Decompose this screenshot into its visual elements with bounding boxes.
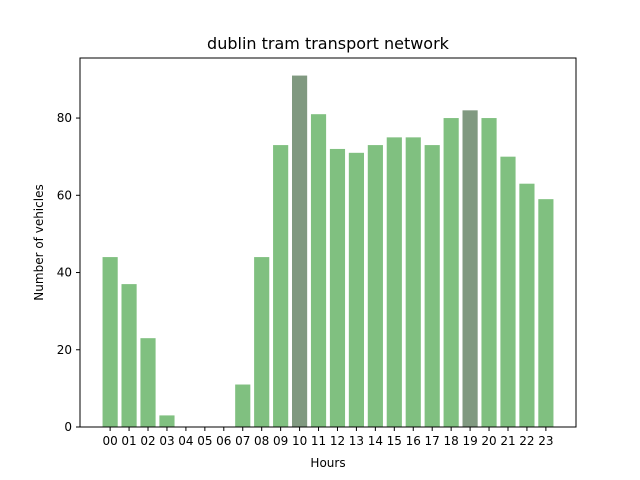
x-tick-label: 05	[197, 434, 212, 448]
x-axis-ticks: 00 01 02 03 04 05 06 07 08 09 10 11 12 13 14 15 16 17 18 19…	[102, 427, 554, 448]
bar-09	[273, 145, 289, 427]
x-tick-label: 19	[462, 434, 477, 448]
bar-16	[405, 137, 421, 428]
bar-20	[481, 118, 497, 428]
bar-01	[121, 284, 137, 427]
x-tick-label: 00	[102, 434, 117, 448]
x-tick-label: 21	[500, 434, 515, 448]
bar-10	[292, 75, 308, 427]
x-tick-label: 23	[538, 434, 553, 448]
bar-18	[443, 118, 459, 428]
x-tick-label: 13	[349, 434, 364, 448]
plot-frame	[79, 57, 577, 428]
bar-11	[310, 114, 327, 427]
bar-13	[348, 152, 364, 427]
x-tick-label: 14	[368, 434, 383, 448]
x-tick-label: 11	[311, 434, 326, 448]
x-tick-label: 03	[159, 434, 174, 448]
bar-17	[424, 145, 440, 427]
bar-21	[500, 156, 516, 428]
bar-07	[235, 384, 251, 427]
x-tick-label: 15	[387, 434, 402, 448]
x-tick-label: 18	[444, 434, 459, 448]
bar-15	[386, 137, 402, 428]
bar-23	[538, 199, 554, 427]
x-tick-label: 20	[481, 434, 496, 448]
x-tick-label: 10	[292, 434, 307, 448]
x-tick-label: 12	[330, 434, 345, 448]
bar-00	[102, 257, 118, 427]
y-tick-label: 80	[57, 111, 72, 125]
bars-group	[102, 75, 554, 428]
y-tick-label: 20	[57, 343, 72, 357]
bar-02	[140, 338, 156, 427]
x-tick-label: 02	[140, 434, 155, 448]
x-tick-label: 22	[519, 434, 534, 448]
x-tick-label: 04	[178, 434, 193, 448]
x-tick-label: 06	[216, 434, 231, 448]
bar-03	[159, 415, 175, 427]
y-tick-label: 0	[64, 420, 72, 434]
chart-title: dublin tram transport network	[207, 34, 450, 53]
y-axis-ticks: 0 20 40 60 80	[57, 111, 80, 434]
x-tick-label: 07	[235, 434, 250, 448]
x-tick-label: 17	[425, 434, 440, 448]
x-tick-label: 08	[254, 434, 269, 448]
bar-19	[462, 110, 478, 427]
x-tick-label: 16	[406, 434, 421, 448]
y-tick-label: 60	[57, 188, 72, 202]
bar-08	[254, 257, 270, 427]
x-axis-label: Hours	[310, 456, 345, 470]
bar-22	[519, 183, 535, 427]
y-tick-label: 40	[57, 266, 72, 280]
bar-12	[329, 148, 346, 427]
bar-14	[367, 145, 383, 427]
x-tick-label: 01	[121, 434, 136, 448]
x-tick-label: 09	[273, 434, 288, 448]
y-axis-label: Number of vehicles	[32, 184, 46, 300]
